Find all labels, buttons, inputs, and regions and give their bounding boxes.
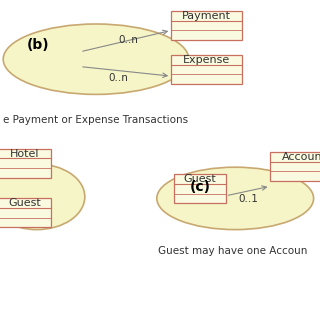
Text: Guest: Guest: [184, 174, 216, 184]
Text: Guest may have one Accoun: Guest may have one Accoun: [158, 246, 308, 256]
Text: (b): (b): [27, 38, 50, 52]
FancyBboxPatch shape: [174, 174, 226, 203]
Text: Hotel: Hotel: [10, 148, 40, 159]
Ellipse shape: [0, 164, 85, 230]
Text: Payment: Payment: [182, 11, 231, 21]
Ellipse shape: [3, 24, 189, 94]
Text: (c): (c): [189, 180, 211, 194]
Text: 0..n: 0..n: [118, 35, 138, 45]
Text: Expense: Expense: [183, 55, 230, 65]
FancyBboxPatch shape: [171, 55, 242, 84]
FancyBboxPatch shape: [0, 149, 51, 178]
FancyBboxPatch shape: [270, 152, 320, 181]
Text: 0..n: 0..n: [108, 73, 128, 83]
Text: e Payment or Expense Transactions: e Payment or Expense Transactions: [3, 115, 188, 125]
FancyBboxPatch shape: [171, 11, 242, 40]
Text: 0..1: 0..1: [238, 194, 258, 204]
Text: Guest: Guest: [8, 198, 41, 208]
Ellipse shape: [157, 167, 314, 230]
FancyBboxPatch shape: [0, 198, 51, 227]
Text: Account: Account: [282, 152, 320, 162]
